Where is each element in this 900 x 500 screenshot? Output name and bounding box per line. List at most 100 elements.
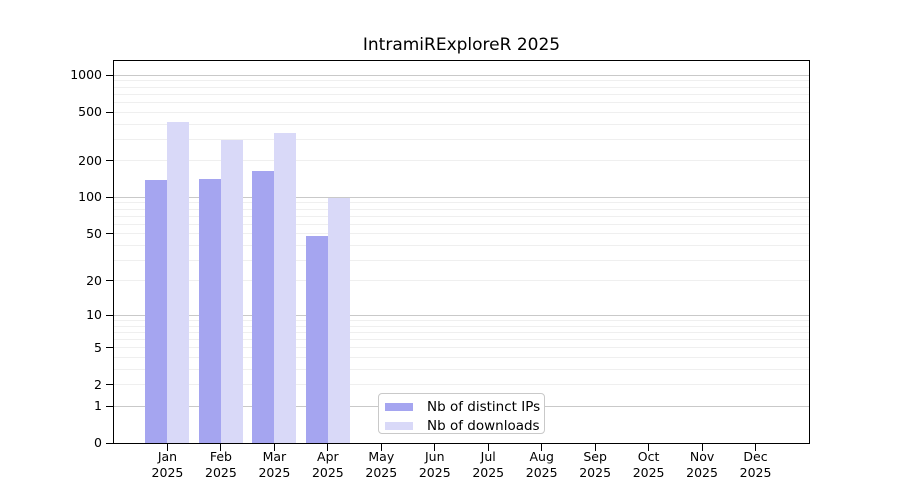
y-tick-label: 2 bbox=[94, 376, 102, 392]
x-tick-year: 2025 bbox=[472, 465, 505, 480]
bar-distinct-ips-jan bbox=[145, 179, 168, 443]
x-tick-month: Sep bbox=[583, 449, 607, 464]
x-tick-year: 2025 bbox=[151, 465, 184, 480]
x-tick-year: 2025 bbox=[632, 465, 665, 480]
x-tick-label: Mar 2025 bbox=[246, 449, 302, 481]
x-tick-label: May 2025 bbox=[353, 449, 409, 481]
y-tick-mark bbox=[106, 74, 113, 76]
x-tick-year: 2025 bbox=[365, 465, 398, 480]
x-tick-label: Feb 2025 bbox=[193, 449, 249, 481]
x-tick-mark bbox=[594, 444, 596, 451]
y-tick-mark bbox=[106, 111, 113, 113]
gridline bbox=[114, 93, 809, 95]
gridline bbox=[114, 244, 809, 246]
y-tick-label: 200 bbox=[78, 152, 102, 168]
x-tick-mark bbox=[755, 444, 757, 451]
gridline bbox=[114, 259, 809, 261]
y-tick-label: 10 bbox=[86, 307, 102, 323]
y-tick-label: 1000 bbox=[70, 67, 102, 83]
x-tick-label: Apr 2025 bbox=[300, 449, 356, 481]
y-tick-label: 5 bbox=[94, 339, 102, 355]
x-tick-year: 2025 bbox=[739, 465, 772, 480]
x-tick-year: 2025 bbox=[686, 465, 718, 480]
bar-downloads-feb bbox=[220, 139, 243, 443]
x-tick-mark bbox=[701, 444, 703, 451]
x-tick-month: Jan bbox=[157, 449, 178, 464]
y-tick-mark bbox=[106, 196, 113, 198]
gridline bbox=[114, 123, 809, 125]
gridline bbox=[114, 215, 809, 217]
x-tick-label: Dec 2025 bbox=[728, 449, 784, 481]
y-tick-label: 1 bbox=[94, 398, 102, 414]
gridline bbox=[114, 74, 809, 76]
legend-swatch-downloads-icon bbox=[385, 421, 413, 430]
legend-item-distinct-ips: Nb of distinct IPs bbox=[385, 397, 544, 416]
x-tick-label: Aug 2025 bbox=[514, 449, 570, 481]
x-tick-mark bbox=[273, 444, 275, 451]
legend-label-downloads: Nb of downloads bbox=[427, 417, 540, 434]
x-tick-month: Dec bbox=[743, 449, 768, 464]
bar-downloads-mar bbox=[274, 132, 297, 443]
x-tick-label: Jul 2025 bbox=[460, 449, 516, 481]
y-tick-label: 0 bbox=[94, 435, 102, 450]
legend-swatch-distinct-ips-icon bbox=[385, 402, 413, 411]
x-tick-month: Apr bbox=[317, 449, 339, 464]
gridline bbox=[114, 338, 809, 340]
x-tick-year: 2025 bbox=[205, 465, 237, 480]
x-tick-mark bbox=[487, 444, 489, 451]
gridline bbox=[114, 111, 809, 113]
gridline bbox=[114, 319, 809, 321]
x-tick-mark bbox=[380, 444, 382, 451]
x-tick-mark bbox=[541, 444, 543, 451]
y-tick-mark bbox=[106, 405, 113, 407]
bar-distinct-ips-mar bbox=[252, 170, 275, 443]
x-tick-label: Jun 2025 bbox=[407, 449, 463, 481]
legend-label-distinct-ips: Nb of distinct IPs bbox=[427, 398, 541, 415]
gridline bbox=[114, 80, 809, 82]
x-tick-year: 2025 bbox=[418, 465, 451, 480]
y-tick-label: 500 bbox=[78, 104, 102, 120]
x-tick-mark bbox=[648, 444, 650, 451]
x-tick-month: Feb bbox=[209, 449, 232, 464]
y-tick-mark bbox=[106, 280, 113, 282]
y-tick-label: 20 bbox=[86, 272, 102, 288]
gridline bbox=[114, 202, 809, 204]
gridline bbox=[114, 368, 809, 370]
x-tick-mark bbox=[220, 444, 222, 451]
gridline bbox=[114, 384, 809, 386]
gridline bbox=[114, 325, 809, 327]
gridline bbox=[114, 208, 809, 210]
bar-distinct-ips-feb bbox=[198, 178, 221, 443]
gridline bbox=[114, 233, 809, 235]
y-tick-mark bbox=[106, 384, 113, 386]
y-tick-label: 50 bbox=[86, 225, 102, 241]
gridline bbox=[114, 196, 809, 198]
chart-title: IntramiRExploreR 2025 bbox=[362, 35, 561, 55]
x-tick-month: Jul bbox=[480, 449, 496, 464]
x-tick-month: Nov bbox=[689, 449, 715, 464]
gridline bbox=[114, 138, 809, 140]
y-tick-mark bbox=[106, 233, 113, 235]
gridline bbox=[114, 101, 809, 103]
x-tick-month: Aug bbox=[529, 449, 554, 464]
x-tick-label: Oct 2025 bbox=[621, 449, 677, 481]
x-tick-label: Sep 2025 bbox=[567, 449, 623, 481]
x-tick-mark bbox=[327, 444, 329, 451]
gridline bbox=[114, 160, 809, 162]
gridline bbox=[114, 223, 809, 225]
x-tick-year: 2025 bbox=[525, 465, 558, 480]
y-tick-mark bbox=[106, 160, 113, 162]
bar-distinct-ips-apr bbox=[305, 235, 328, 443]
bar-downloads-apr bbox=[327, 198, 350, 443]
bar-downloads-jan bbox=[167, 121, 190, 443]
legend-item-downloads: Nb of downloads bbox=[385, 416, 544, 435]
gridline bbox=[114, 86, 809, 88]
x-tick-mark bbox=[166, 444, 168, 451]
gridline bbox=[114, 356, 809, 358]
x-tick-year: 2025 bbox=[258, 465, 291, 480]
x-tick-month: Oct bbox=[637, 449, 660, 464]
x-tick-month: May bbox=[368, 449, 395, 464]
y-tick-mark bbox=[106, 314, 113, 316]
x-tick-month: Mar bbox=[262, 449, 287, 464]
